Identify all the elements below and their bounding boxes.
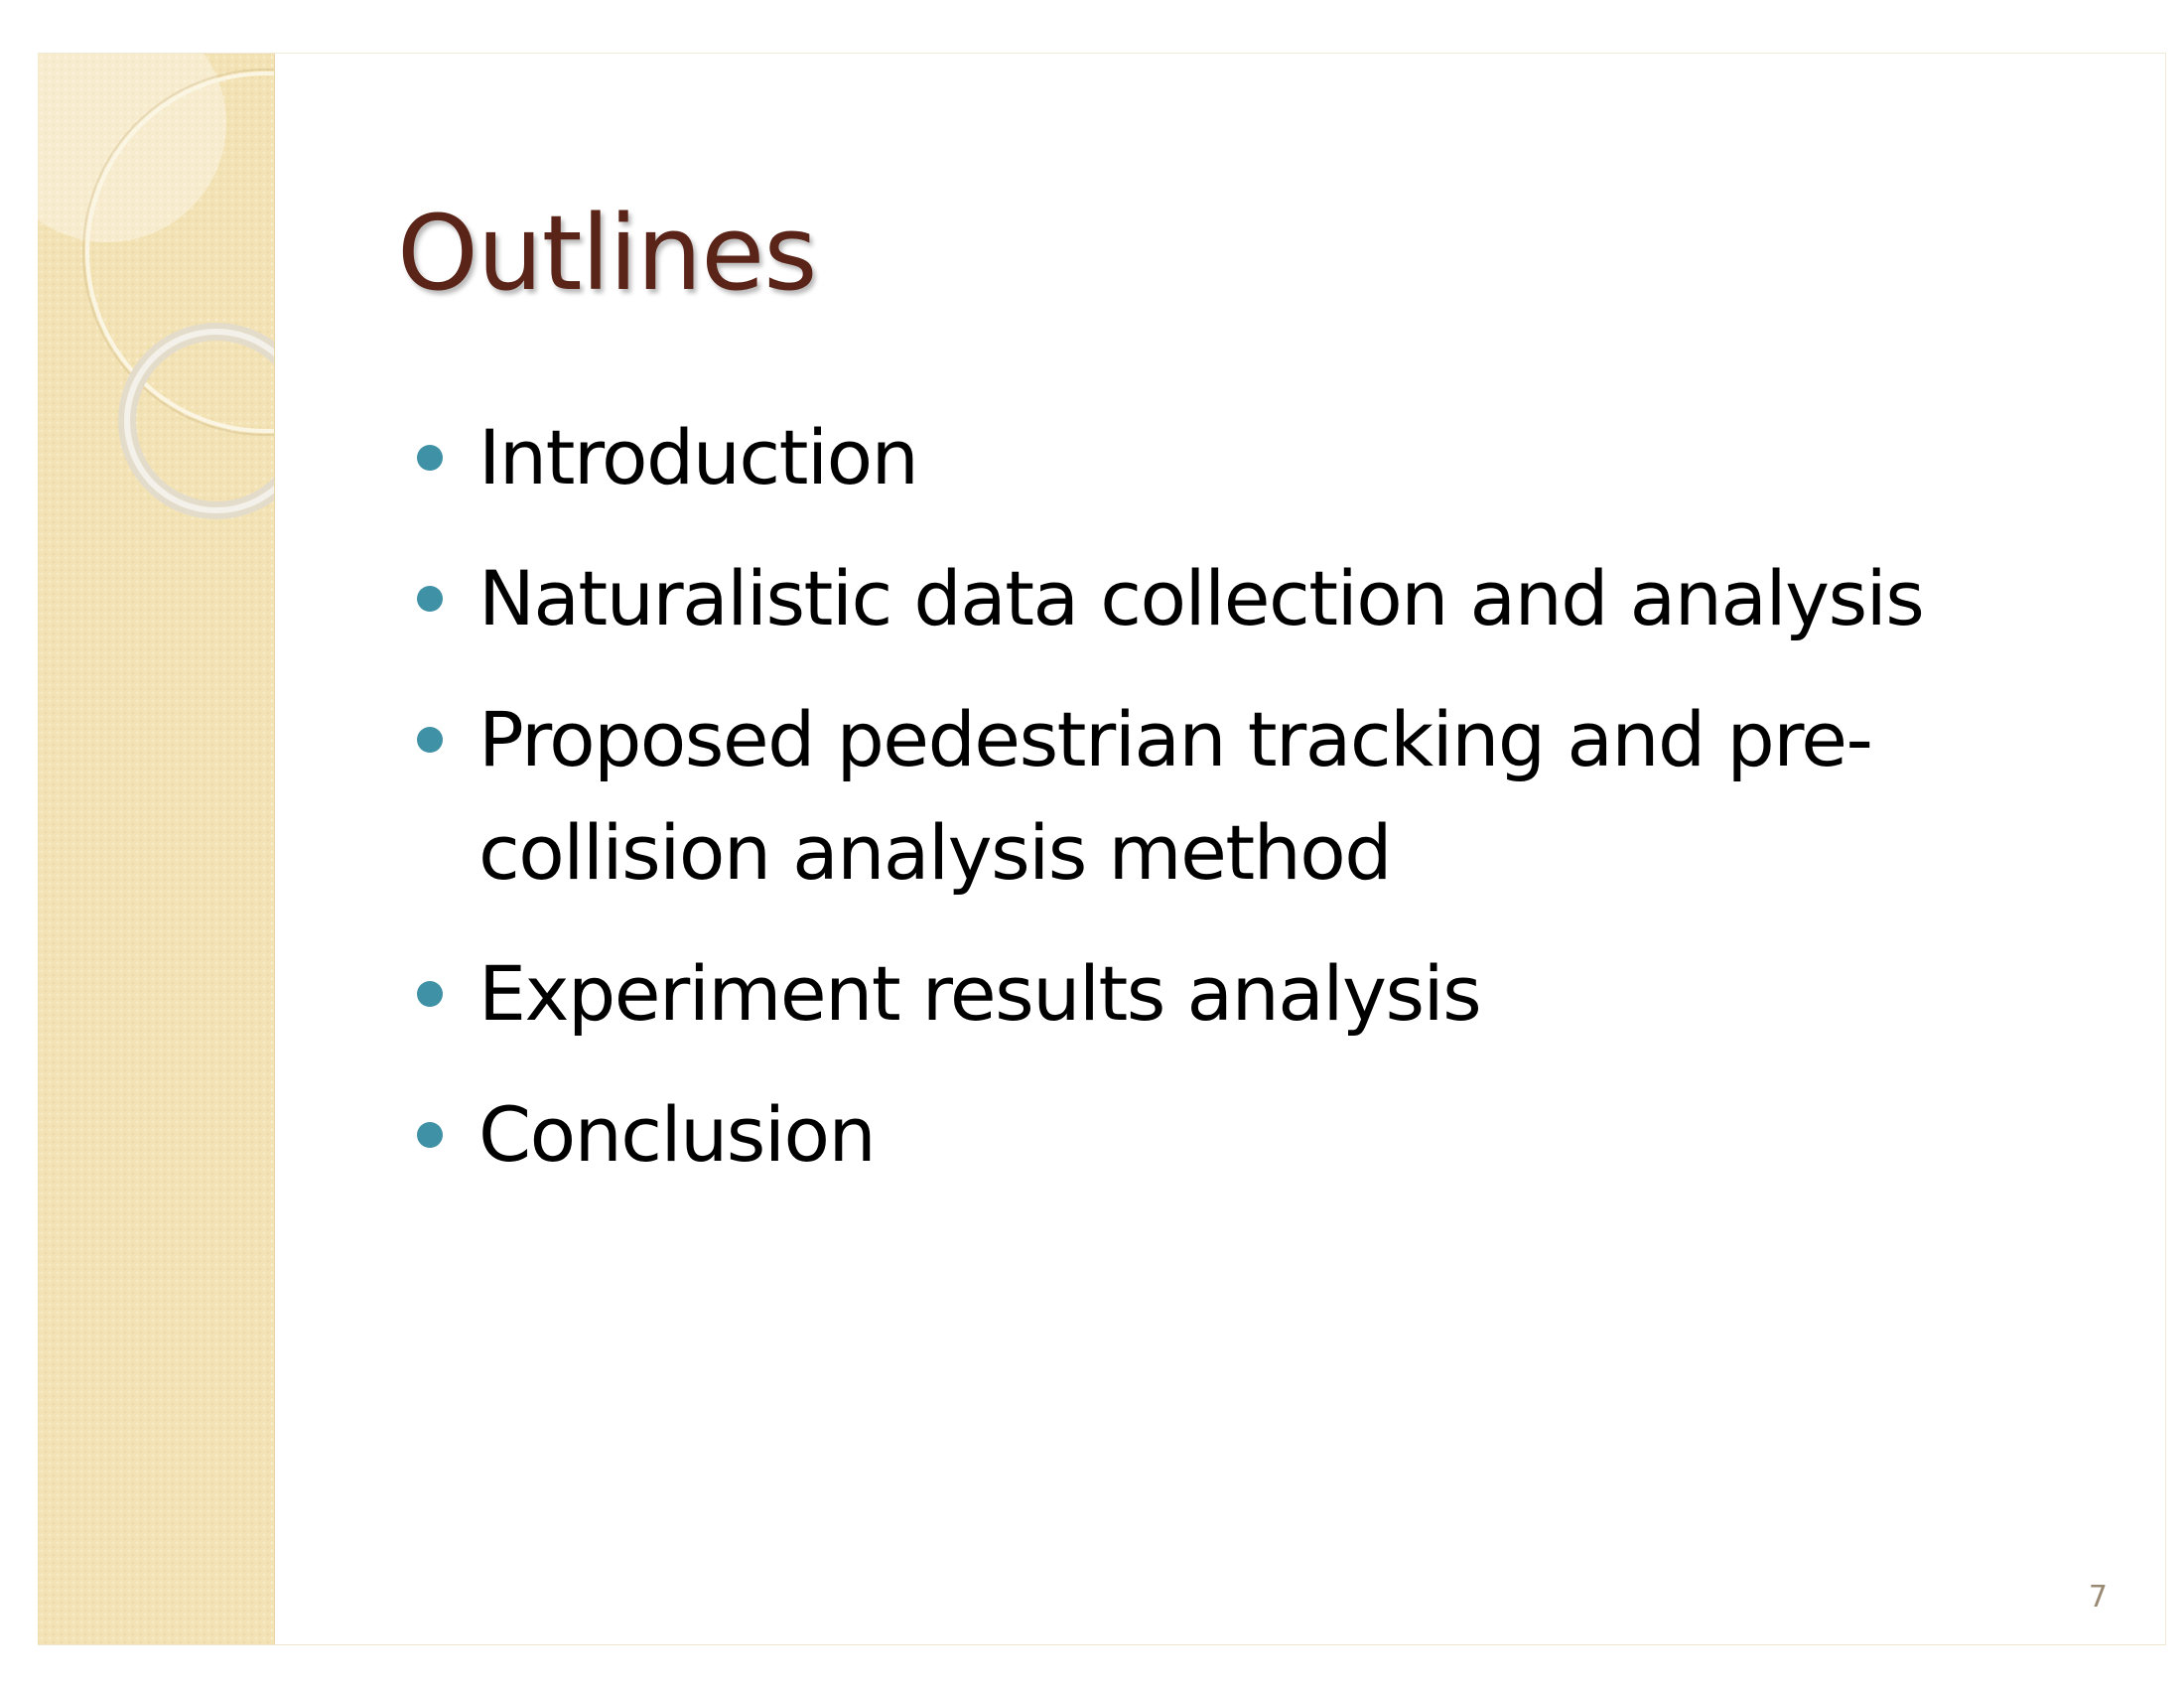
bullet-dot-icon [417, 981, 443, 1007]
bullet-dot-icon [417, 1122, 443, 1148]
bullet-item: Introduction [417, 401, 2105, 514]
slide-title: Outlines [397, 193, 817, 314]
bullet-text: Proposed pedestrian tracking and pre-col… [478, 695, 1873, 897]
bullet-dot-icon [417, 586, 443, 612]
bullet-text: Naturalistic data collection and analysi… [478, 554, 1925, 642]
bullet-item: Conclusion [417, 1078, 2105, 1192]
decorative-side-band [38, 54, 275, 1644]
bullet-dot-icon [417, 727, 443, 753]
bullet-item: Proposed pedestrian tracking and pre-col… [417, 683, 2105, 910]
page-number: 7 [2088, 1580, 2108, 1615]
bullet-dot-icon [417, 445, 443, 471]
decorative-rings-icon [38, 54, 274, 519]
slide: Outlines Introduction Naturalistic data … [38, 53, 2166, 1645]
bullet-list: Introduction Naturalistic data collectio… [417, 401, 2105, 1219]
bullet-item: Experiment results analysis [417, 937, 2105, 1051]
bullet-item: Naturalistic data collection and analysi… [417, 542, 2105, 655]
bullet-text: Introduction [478, 413, 919, 501]
bullet-text: Conclusion [478, 1090, 877, 1179]
bullet-text: Experiment results analysis [478, 949, 1482, 1038]
